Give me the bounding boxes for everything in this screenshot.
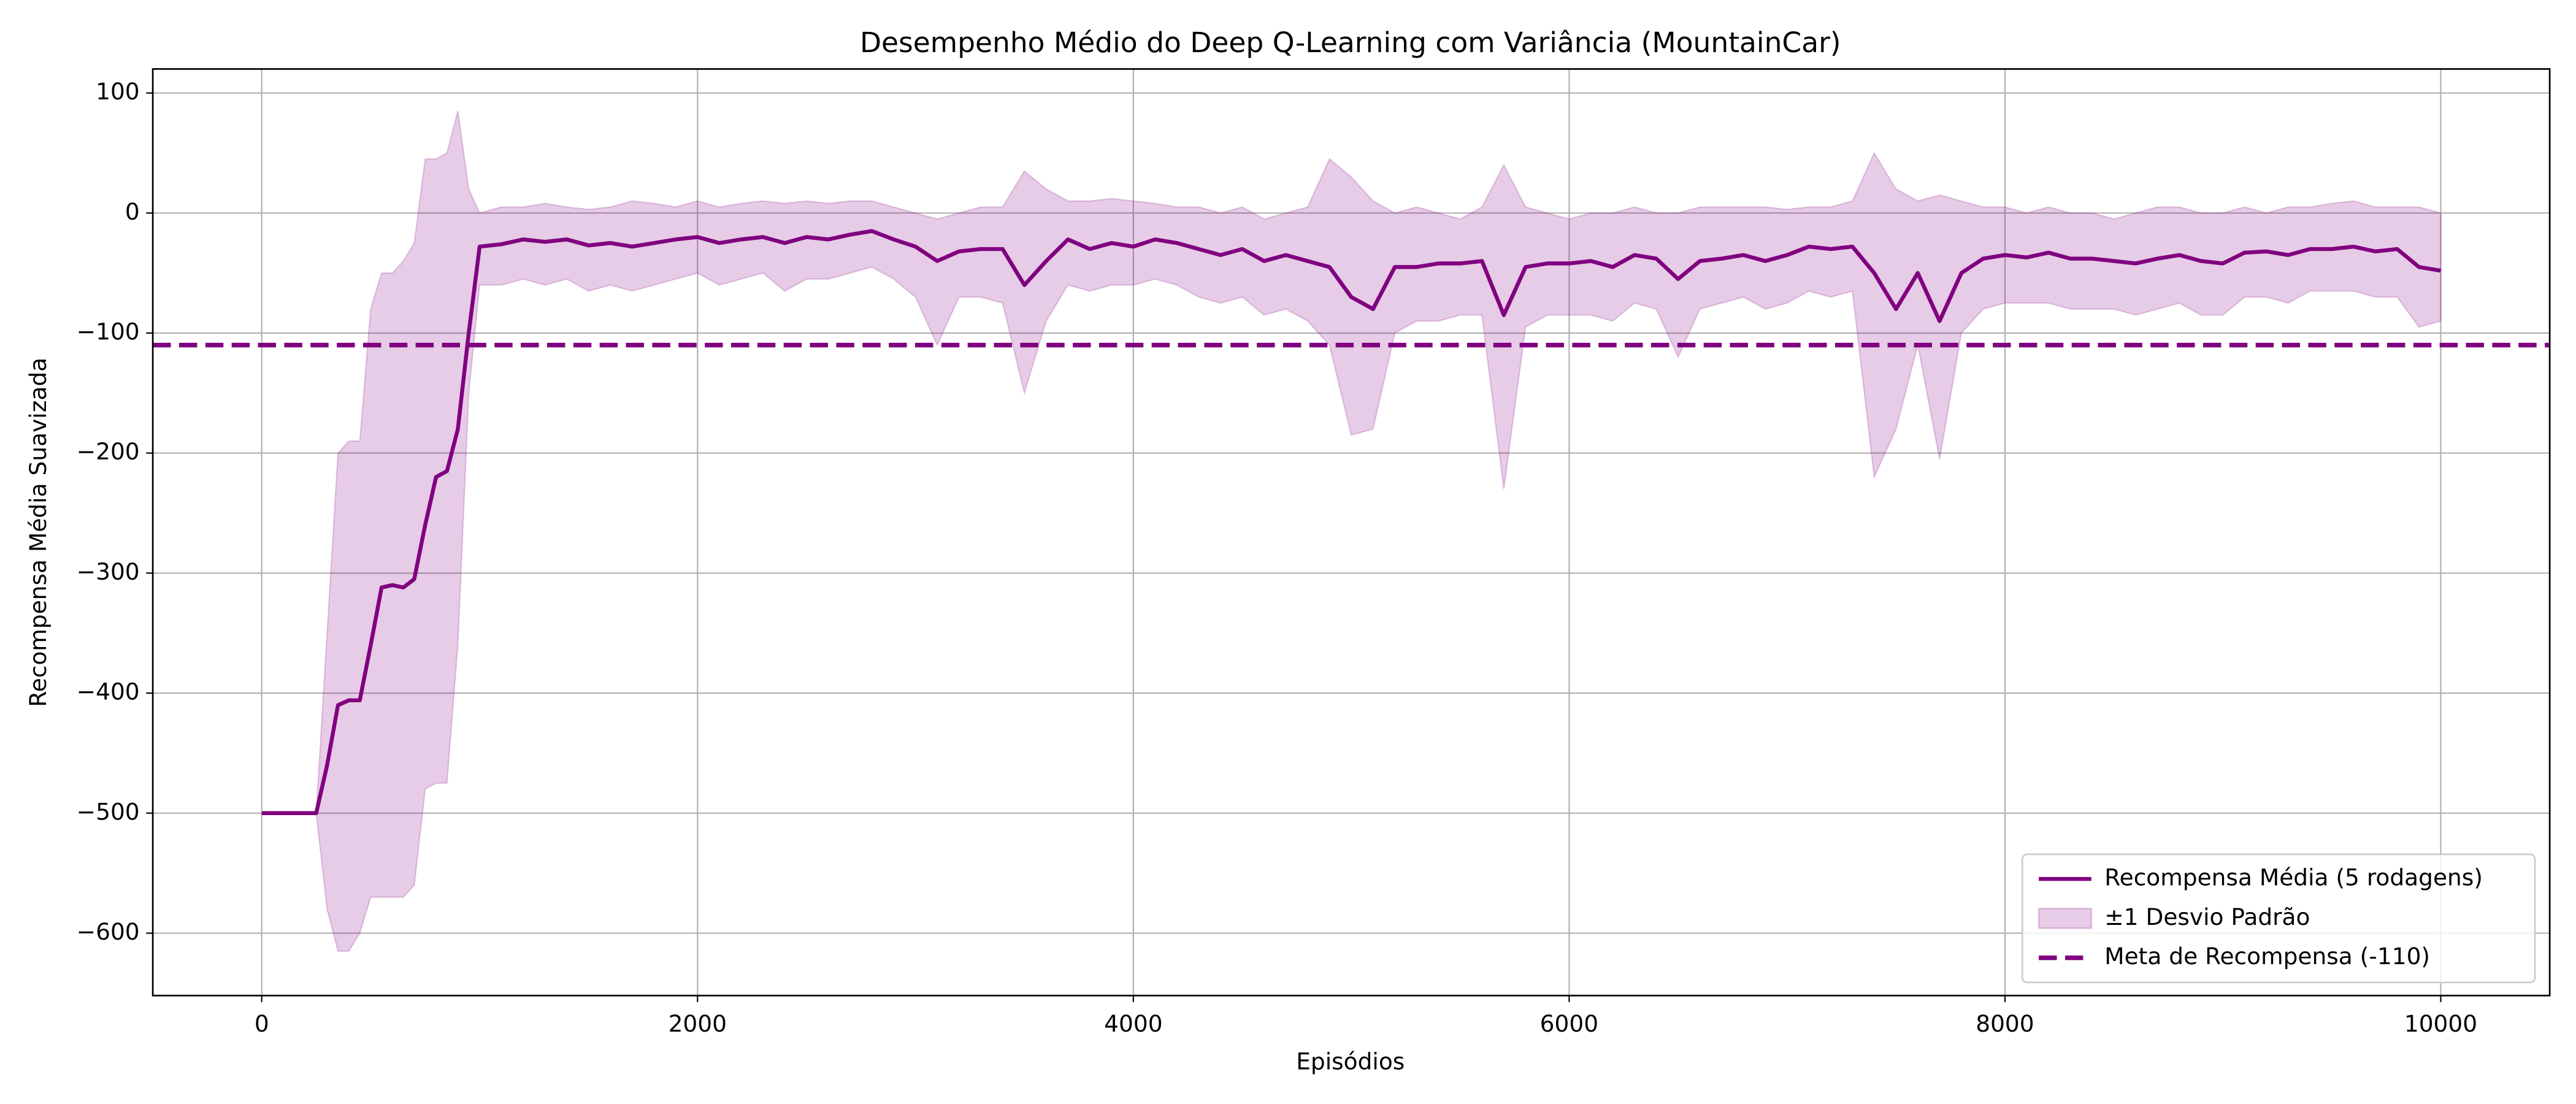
- x-tick-label: 10000: [2404, 1010, 2477, 1037]
- x-tick-label: 4000: [1104, 1010, 1162, 1037]
- y-tick-label: −300: [77, 558, 140, 585]
- y-tick-label: −400: [77, 678, 140, 705]
- x-axis-label: Episódios: [1296, 1048, 1405, 1075]
- y-tick-label: 100: [96, 78, 140, 105]
- legend-label: Recompensa Média (5 rodagens): [2104, 864, 2483, 891]
- y-tick-label: 0: [125, 198, 140, 225]
- y-axis-label: Recompensa Média Suavizada: [25, 358, 52, 707]
- y-tick-label: −600: [77, 918, 140, 945]
- x-tick-label: 0: [255, 1010, 269, 1037]
- y-tick-label: −200: [77, 438, 140, 465]
- x-tick-label: 6000: [1540, 1010, 1598, 1037]
- legend: Recompensa Média (5 rodagens) ±1 Desvio P…: [2021, 853, 2536, 984]
- legend-box: [2021, 853, 2536, 984]
- x-tick-label: 8000: [1976, 1010, 2034, 1037]
- std-band: [261, 110, 2442, 952]
- legend-label: ±1 Desvio Padrão: [2104, 903, 2310, 930]
- plot-frame: [151, 68, 2551, 997]
- x-tick-label: 2000: [669, 1010, 727, 1037]
- y-tick-label: −100: [77, 318, 140, 345]
- legend-label: Meta de Recompensa (-110): [2104, 943, 2430, 970]
- legend-swatch: [2037, 907, 2093, 929]
- y-tick-label: −500: [77, 798, 140, 825]
- chart-title: Desempenho Médio do Deep Q-Learning com …: [860, 26, 1841, 59]
- plot-area: [153, 110, 2550, 952]
- mean-line: [261, 229, 2442, 815]
